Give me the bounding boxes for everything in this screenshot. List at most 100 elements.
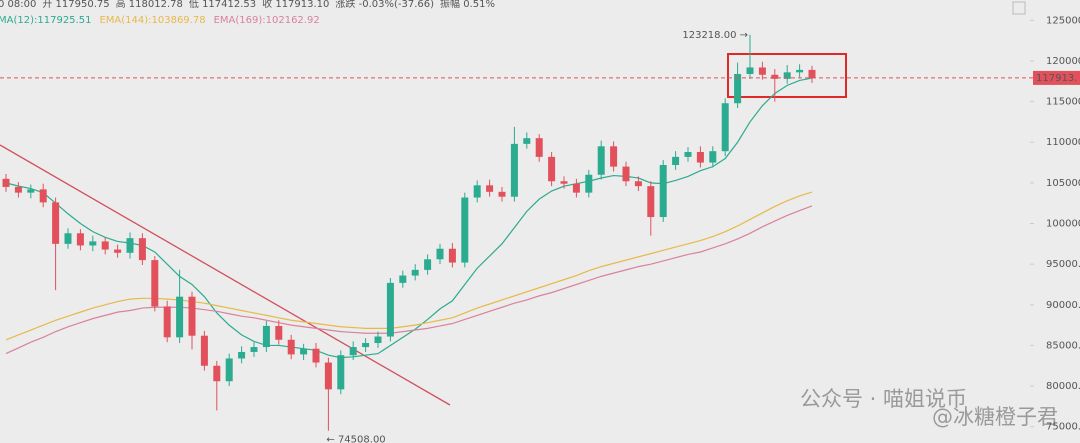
candle-body bbox=[771, 74, 779, 79]
candle-body bbox=[386, 282, 394, 337]
candle-body bbox=[238, 351, 246, 359]
candle-body bbox=[535, 138, 543, 157]
header-item: 0 08:00 bbox=[0, 0, 36, 10]
header-item: 涨跌 -0.03%(-37.66) bbox=[335, 0, 434, 10]
indicator-legend: MA(12):117925.51 EMA(144):103869.78 EMA(16… bbox=[0, 15, 320, 26]
candle-body bbox=[523, 138, 531, 144]
legend-item: MA(12):117925.51 bbox=[0, 15, 91, 26]
candle-body bbox=[374, 336, 382, 344]
legend-item: EMA(169):102162.92 bbox=[214, 15, 320, 26]
candle-body bbox=[758, 67, 766, 75]
candle-body bbox=[659, 165, 667, 218]
candle-body bbox=[486, 185, 494, 192]
candle-body bbox=[14, 186, 22, 193]
range-box bbox=[727, 53, 847, 98]
candle-body bbox=[783, 72, 791, 79]
candle-body bbox=[275, 325, 283, 340]
ohlc-header: 0 08:00 开 117950.75 高 118012.78 低 117412.53… bbox=[0, 0, 495, 10]
candle-body bbox=[312, 348, 320, 363]
header-item: 低 117412.53 bbox=[189, 0, 256, 10]
candle-body bbox=[634, 181, 642, 187]
candle-body bbox=[498, 191, 506, 197]
candle-body bbox=[64, 233, 72, 244]
candle-body bbox=[2, 178, 10, 187]
candle-body bbox=[163, 306, 171, 338]
candle-body bbox=[597, 146, 605, 175]
candle-body bbox=[138, 238, 146, 261]
candle-body bbox=[225, 358, 233, 382]
candle-body bbox=[448, 248, 456, 263]
candle-body bbox=[262, 325, 270, 348]
candle-body bbox=[101, 241, 109, 250]
candle-body bbox=[734, 73, 742, 104]
y-tick-label: 80000.00 bbox=[1046, 381, 1080, 392]
candle-body bbox=[684, 152, 692, 157]
candle-body bbox=[300, 348, 308, 355]
header-item: 开 117950.75 bbox=[42, 0, 109, 10]
candle-body bbox=[362, 343, 370, 348]
watermark: 公众号 · 喵姐说币 bbox=[800, 387, 967, 411]
candle-body bbox=[176, 296, 184, 338]
y-tick-label: 95000.00 bbox=[1046, 259, 1080, 270]
candle-body bbox=[746, 67, 754, 74]
candle-body bbox=[548, 156, 556, 182]
low-annotation: ← 74508.00 bbox=[326, 435, 385, 443]
indicator-line bbox=[5, 191, 813, 341]
candle-body bbox=[473, 185, 481, 198]
indicator-line bbox=[5, 205, 813, 355]
candle-body bbox=[324, 362, 332, 390]
fullscreen-icon[interactable] bbox=[1012, 1, 1026, 15]
candle-body bbox=[39, 189, 47, 203]
candle-body bbox=[399, 275, 407, 283]
y-tick-label: 75000.00 bbox=[1046, 422, 1080, 433]
watermark: @冰糖橙子君 bbox=[932, 405, 1058, 429]
candle-body bbox=[200, 335, 208, 366]
candle-body bbox=[461, 197, 469, 263]
candle-body bbox=[424, 259, 432, 270]
high-annotation: 123218.00 → bbox=[682, 30, 748, 41]
trend-line bbox=[0, 144, 451, 406]
header-item: 收 117913.10 bbox=[262, 0, 329, 10]
candle-body bbox=[610, 146, 618, 167]
candle-body bbox=[709, 151, 717, 163]
header-item: 高 118012.78 bbox=[116, 0, 183, 10]
candle-body bbox=[622, 166, 630, 182]
candle-body bbox=[52, 202, 60, 244]
y-tick-label: 110000.00 bbox=[1046, 137, 1080, 148]
candle-body bbox=[721, 103, 729, 152]
candle-body bbox=[89, 241, 97, 246]
current-price-tag bbox=[1033, 70, 1080, 85]
candle-body bbox=[560, 181, 568, 184]
header-item: 振幅 0.51% bbox=[440, 0, 495, 10]
candle-body bbox=[796, 69, 804, 73]
candle-body bbox=[647, 186, 655, 218]
candle-body bbox=[114, 249, 122, 253]
candle-body bbox=[27, 189, 35, 193]
candle-body bbox=[126, 238, 134, 253]
candle-body bbox=[696, 152, 704, 163]
candle-body bbox=[213, 365, 221, 382]
candle-body bbox=[151, 260, 159, 307]
current-price-label: 117913. bbox=[1036, 73, 1077, 84]
y-tick-label: 125000.00 bbox=[1046, 15, 1080, 26]
y-tick-label: 85000.00 bbox=[1046, 340, 1080, 351]
candle-body bbox=[585, 174, 593, 193]
y-tick-label: 105000.00 bbox=[1046, 178, 1080, 189]
y-tick-label: 120000.00 bbox=[1046, 56, 1080, 67]
candle-body bbox=[411, 269, 419, 276]
candle-body bbox=[349, 347, 357, 356]
legend-item: EMA(144):103869.78 bbox=[99, 15, 205, 26]
candle-body bbox=[510, 143, 518, 197]
candle-body bbox=[337, 355, 345, 390]
candle-body bbox=[188, 296, 196, 336]
candle-body bbox=[250, 347, 258, 352]
candle-body bbox=[436, 248, 444, 260]
candle-body bbox=[76, 233, 84, 246]
y-tick-label: 90000.00 bbox=[1046, 300, 1080, 311]
candle-body bbox=[808, 69, 816, 78]
candle-body bbox=[672, 156, 680, 166]
y-tick-label: 115000.00 bbox=[1046, 97, 1080, 108]
y-tick-label: 100000.00 bbox=[1046, 219, 1080, 230]
